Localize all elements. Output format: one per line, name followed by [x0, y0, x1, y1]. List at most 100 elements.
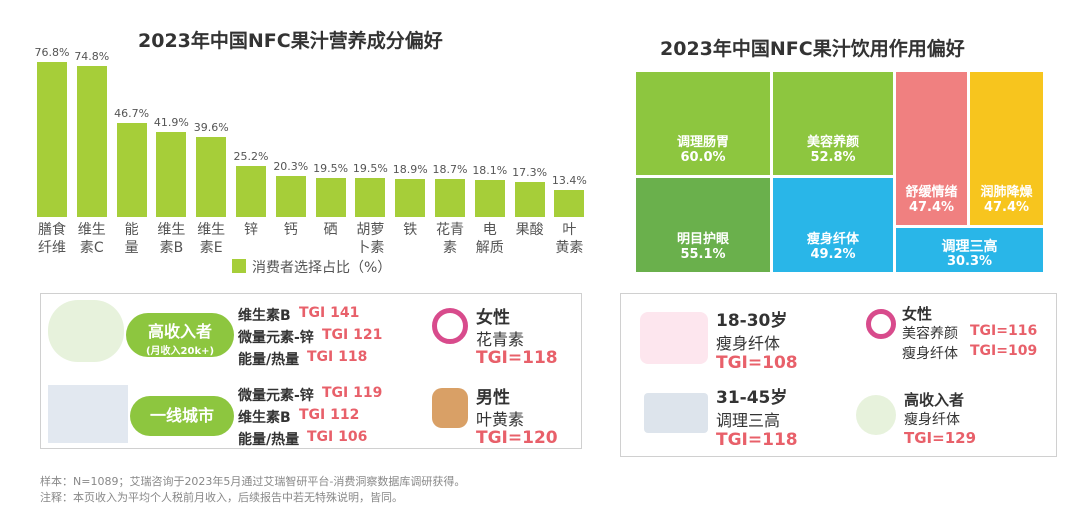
- value-label: 76.8%: [34, 45, 70, 59]
- tgi: TGI=120: [476, 428, 558, 448]
- value-label: 39.6%: [193, 121, 229, 134]
- bar: [435, 179, 465, 217]
- illustration: [48, 300, 124, 362]
- tile-label: 润肺降燥: [980, 185, 1033, 200]
- bar: [116, 122, 147, 217]
- bar: [554, 189, 585, 217]
- tgi: TGI 141: [299, 305, 360, 321]
- item: 能量/热量: [238, 352, 300, 368]
- tile: [773, 178, 893, 272]
- tile: [636, 72, 770, 175]
- icon: [866, 309, 896, 339]
- tgi: TGI 119: [322, 385, 383, 401]
- value-label: 18.1%: [472, 164, 508, 178]
- tgi: TGI 106: [307, 429, 368, 445]
- item: 维生素B: [238, 410, 291, 426]
- tile-value: 30.3%: [946, 254, 993, 269]
- value-label: 18.9%: [392, 162, 428, 176]
- x-tick-label: 维生 素C: [77, 222, 106, 256]
- bar: [76, 65, 107, 217]
- tile-label: 舒缓情绪: [905, 185, 958, 200]
- tile: [636, 178, 770, 272]
- item: 能量/热量: [238, 432, 300, 448]
- pick: 瘦身纤体: [716, 334, 781, 353]
- panel: [40, 293, 582, 449]
- tag: 一线城市: [130, 396, 234, 436]
- tgi: TGI=129: [904, 429, 977, 447]
- x-tick-label: 果酸: [515, 222, 544, 238]
- pick: 叶黄素: [476, 410, 525, 429]
- x-tick-label: 钙: [283, 222, 298, 238]
- value-label: 19.5%: [352, 161, 388, 175]
- item: 维生素B: [238, 308, 291, 324]
- group: 18-30岁: [716, 311, 788, 331]
- value-label: 74.8%: [74, 49, 110, 63]
- bar: [315, 177, 346, 217]
- pick: 美容养颜: [902, 326, 958, 342]
- tile-value: 60.0%: [680, 150, 726, 165]
- group: 女性: [902, 305, 933, 323]
- x-tick-label: 电 解质: [475, 222, 504, 256]
- illustration: [640, 312, 708, 364]
- bar: [395, 178, 426, 217]
- tgi: TGI 121: [322, 327, 383, 343]
- tile-label: 调理肠胃: [676, 135, 729, 150]
- tile-label: 瘦身纤体: [806, 232, 859, 247]
- x-tick-label: 维生 素B: [157, 222, 186, 256]
- chart-title: 2023年中国NFC果汁饮用作用偏好: [660, 38, 965, 60]
- gender: 女性: [476, 308, 510, 328]
- illustration: [48, 385, 128, 443]
- pick: 瘦身纤体: [904, 412, 960, 428]
- panel: [620, 293, 1057, 457]
- value-label: 41.9%: [153, 116, 189, 130]
- tile: [896, 228, 1043, 272]
- icon: [432, 308, 468, 344]
- value-label: 17.3%: [512, 166, 548, 180]
- tile: [896, 72, 967, 225]
- value-label: 18.7%: [432, 163, 468, 177]
- x-tick-label: 叶 黄素: [555, 222, 584, 256]
- item: 微量元素-锌: [238, 388, 314, 404]
- value-label: 25.2%: [233, 150, 269, 164]
- bar: [474, 180, 505, 217]
- x-tick-label: 胡萝 卜素: [356, 222, 385, 256]
- pick: 花青素: [476, 330, 525, 349]
- pick: 瘦身纤体: [902, 346, 958, 362]
- value-label: 20.3%: [273, 159, 309, 173]
- bar: [196, 137, 227, 217]
- note: 注释：本页收入为平均个人税前月收入，后续报告中若无特殊说明，皆同。: [40, 491, 403, 504]
- bar: [236, 166, 266, 217]
- x-tick-label: 膳食 纤维: [38, 222, 66, 256]
- tile-value: 49.2%: [810, 247, 856, 262]
- bar: [514, 182, 545, 217]
- tgi: TGI=116: [970, 323, 1038, 339]
- tgi: TGI 112: [299, 407, 360, 423]
- x-tick-label: 硒: [323, 222, 338, 238]
- illustration: [644, 393, 708, 433]
- tag: 高收入者 (月收入20k+): [126, 313, 234, 357]
- tile-value: 52.8%: [810, 150, 856, 165]
- item: 微量元素-锌: [238, 330, 314, 346]
- tgi: TGI=108: [716, 353, 798, 373]
- tile-value: 47.4%: [983, 200, 1030, 215]
- bar: [156, 132, 187, 217]
- tile: [970, 72, 1043, 225]
- x-tick-label: 能 量: [124, 222, 139, 256]
- value-label: 19.5%: [313, 161, 349, 175]
- group: 31-45岁: [716, 388, 788, 408]
- group: 高收入者: [904, 391, 965, 409]
- tile-label: 明目护眼: [676, 232, 729, 247]
- illustration: [856, 395, 896, 435]
- x-tick-label: 维生 素E: [197, 222, 226, 256]
- tile-label: 美容养颜: [806, 135, 859, 150]
- x-tick-label: 锌: [244, 222, 258, 238]
- note: 样本：N=1089；艾瑞咨询于2023年5月通过艾瑞智研平台-消费洞察数据库调研…: [40, 475, 466, 488]
- legend-swatch: [232, 259, 246, 273]
- x-tick-label: 铁: [403, 222, 418, 238]
- icon: [432, 388, 468, 428]
- tag-label: 高收入者: [147, 322, 212, 341]
- bar: [355, 177, 386, 217]
- tgi: TGI=118: [716, 430, 798, 450]
- chart-title: 2023年中国NFC果汁营养成分偏好: [138, 30, 443, 52]
